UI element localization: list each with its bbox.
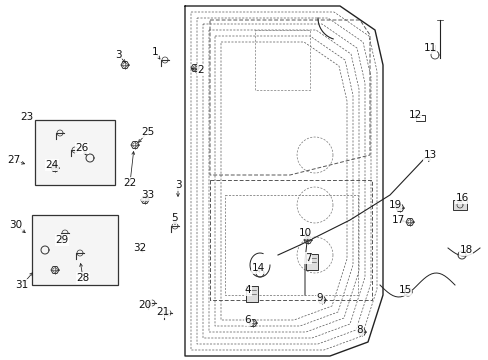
Text: 32: 32 — [133, 243, 146, 253]
Text: 27: 27 — [7, 155, 20, 165]
Bar — [245, 286, 258, 302]
Text: 33: 33 — [141, 190, 154, 200]
Text: 29: 29 — [55, 235, 68, 245]
Text: 20: 20 — [138, 300, 151, 310]
Text: 5: 5 — [171, 213, 178, 223]
Text: 17: 17 — [390, 215, 404, 225]
Text: 19: 19 — [387, 200, 401, 210]
Text: 15: 15 — [398, 285, 411, 295]
Text: 11: 11 — [423, 43, 436, 53]
Text: 7: 7 — [304, 253, 311, 263]
Text: 14: 14 — [251, 263, 264, 273]
Text: 3: 3 — [174, 180, 181, 190]
Text: 8: 8 — [356, 325, 363, 335]
Text: 6: 6 — [244, 315, 251, 325]
Bar — [415, 115, 424, 121]
Text: 28: 28 — [76, 273, 89, 283]
Text: 12: 12 — [407, 110, 421, 120]
Text: 16: 16 — [454, 193, 468, 203]
Text: 24: 24 — [45, 160, 59, 170]
Text: 23: 23 — [20, 112, 34, 122]
Bar — [305, 254, 317, 270]
Text: 1: 1 — [151, 47, 158, 57]
Text: 22: 22 — [123, 178, 136, 188]
Text: 13: 13 — [423, 150, 436, 160]
Text: 31: 31 — [15, 280, 29, 290]
Bar — [35, 120, 115, 185]
Text: 18: 18 — [458, 245, 472, 255]
Text: 4: 4 — [244, 285, 251, 295]
Text: 25: 25 — [141, 127, 154, 137]
Bar — [452, 200, 466, 210]
Text: 2: 2 — [197, 65, 204, 75]
Text: 30: 30 — [9, 220, 22, 230]
Text: 9: 9 — [316, 293, 323, 303]
Text: 3: 3 — [115, 50, 121, 60]
Text: 26: 26 — [75, 143, 88, 153]
Text: 10: 10 — [298, 228, 311, 238]
Bar — [32, 215, 118, 285]
Text: 21: 21 — [156, 307, 169, 317]
